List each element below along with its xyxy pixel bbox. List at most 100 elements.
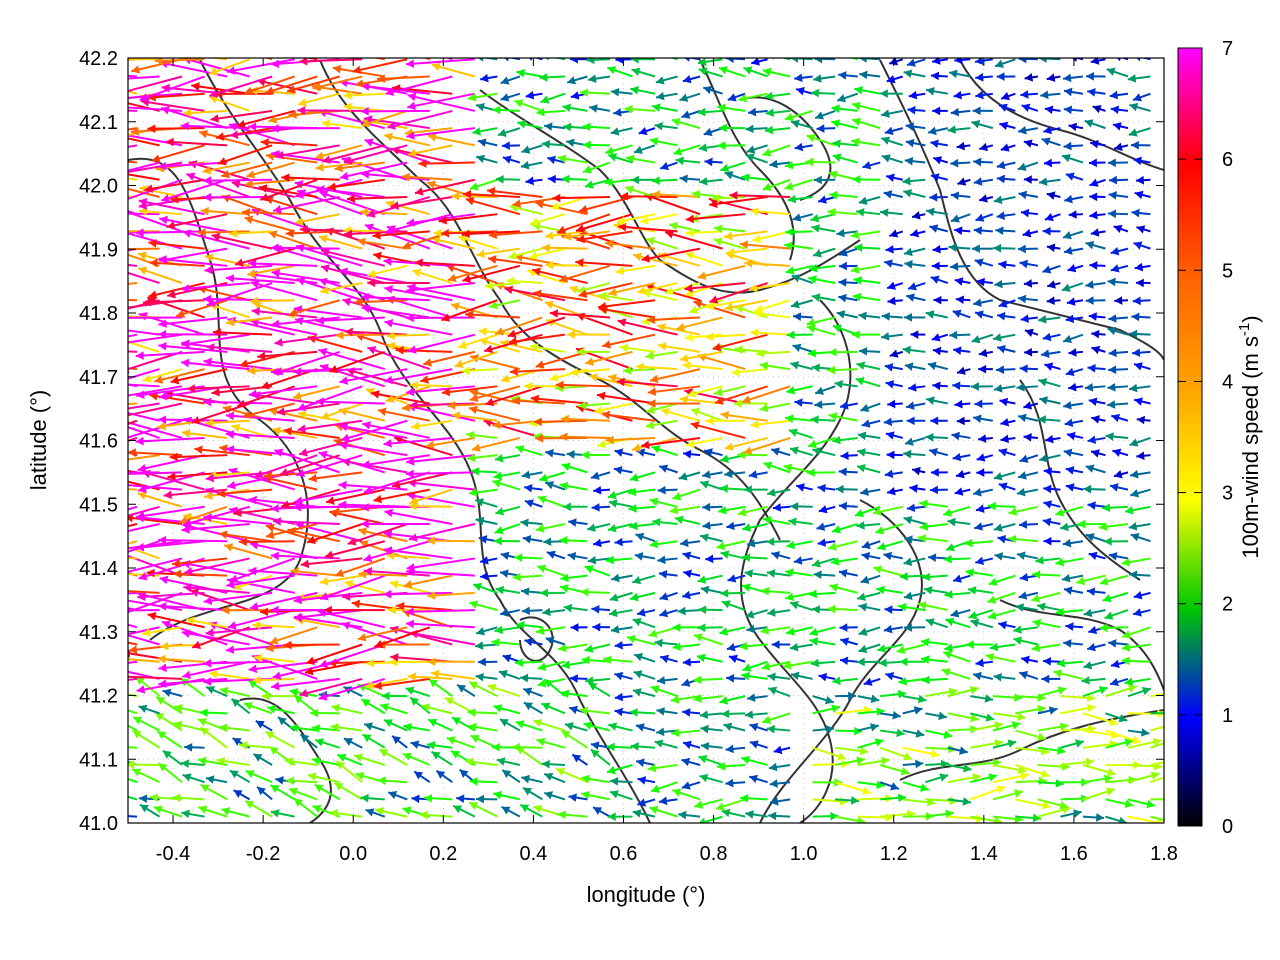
contour-line <box>479 89 861 294</box>
wind-vector-head <box>838 278 847 287</box>
wind-vector-head <box>694 800 704 809</box>
wind-vector-head <box>1134 397 1143 406</box>
wind-vector-head <box>609 593 619 602</box>
wind-vector-head <box>619 343 629 353</box>
wind-vector <box>559 264 611 282</box>
wind-vector-head <box>361 699 371 707</box>
wind-vector-head <box>373 681 383 690</box>
wind-vector-head <box>462 274 472 283</box>
wind-vector-head <box>1121 643 1131 652</box>
wind-vector-head <box>287 85 296 94</box>
wind-vector-head <box>683 740 692 750</box>
wind-vector-head <box>816 124 825 133</box>
wind-vector-head <box>218 723 228 733</box>
wind-vector-head <box>617 216 626 225</box>
wind-vector-head <box>1132 735 1141 745</box>
wind-vector-head <box>828 347 837 357</box>
wind-vector-head <box>974 399 983 409</box>
y-axis-ticks: 41.041.141.241.341.441.541.641.741.841.9… <box>79 48 1164 835</box>
wind-vector-head <box>1091 449 1100 458</box>
wind-vector <box>247 264 295 276</box>
wind-vector-head <box>1130 470 1139 479</box>
wind-vector-head <box>711 193 720 203</box>
wind-vector <box>409 631 476 646</box>
wind-vector-head <box>128 448 136 457</box>
wind-vector-head <box>681 110 691 119</box>
wind-vector <box>128 340 160 353</box>
wind-vector <box>197 286 250 302</box>
wind-vector <box>128 554 183 577</box>
wind-vector-head <box>476 627 485 636</box>
wind-vector-head <box>327 182 337 192</box>
wind-vector <box>135 436 205 443</box>
wind-vector-head <box>831 704 840 713</box>
wind-vector-head <box>1013 636 1023 645</box>
wind-vector-head <box>952 452 962 462</box>
wind-vector <box>714 385 768 404</box>
wind-vector-head <box>575 224 585 233</box>
wind-vector-head <box>724 302 734 312</box>
wind-vector-head <box>949 330 958 340</box>
wind-vector-head <box>1041 674 1050 684</box>
wind-vector <box>391 471 453 488</box>
wind-vector <box>507 58 521 61</box>
wind-vector-head <box>672 788 682 797</box>
wind-vector-head <box>310 708 319 718</box>
wind-vector-head <box>1065 172 1075 181</box>
wind-vector <box>461 230 520 236</box>
wind-vector-head <box>478 535 488 544</box>
wind-vector-head <box>217 157 227 166</box>
wind-vector-head <box>724 231 733 241</box>
wind-vector-head <box>270 243 279 253</box>
wind-vector-head <box>204 265 213 275</box>
wind-vector <box>128 161 183 173</box>
wind-vector-head <box>1122 630 1132 639</box>
wind-vector-head <box>290 567 299 576</box>
wind-vector-head <box>884 469 894 479</box>
wind-vector <box>225 432 295 439</box>
wind-vector <box>158 257 228 267</box>
wind-vector <box>414 178 476 195</box>
wind-vector-head <box>172 793 181 803</box>
wind-vector-head <box>143 297 152 307</box>
wind-vector-head <box>1141 686 1151 696</box>
wind-vector-head <box>549 309 559 318</box>
wind-vector <box>182 58 250 78</box>
wind-vector-head <box>618 222 627 232</box>
wind-vector-head <box>996 365 1005 374</box>
wind-vector-head <box>839 623 848 632</box>
wind-vector-head <box>561 462 571 471</box>
wind-vector <box>191 84 250 95</box>
wind-vector <box>319 574 386 600</box>
wind-vector-head <box>1043 500 1053 509</box>
wind-vector-head <box>1108 348 1117 358</box>
wind-vector-head <box>261 691 270 701</box>
wind-vector <box>159 247 228 262</box>
wind-vector-head <box>1044 362 1054 371</box>
wind-vector <box>182 505 250 526</box>
wind-vector <box>173 572 228 577</box>
wind-vector-head <box>607 66 617 75</box>
wind-vector-head <box>750 328 759 338</box>
wind-vector-head <box>222 405 232 414</box>
wind-vector <box>578 196 633 213</box>
wind-vector-head <box>926 207 935 217</box>
wind-vector-head <box>135 436 144 446</box>
wind-vector <box>358 572 408 577</box>
wind-vector-head <box>539 473 549 482</box>
wind-vector-head <box>469 405 478 415</box>
wind-vector-head <box>476 154 486 164</box>
wind-vector-head <box>293 798 303 807</box>
wind-vector-head <box>1045 434 1054 444</box>
wind-vector-head <box>321 119 331 129</box>
wind-vector-head <box>768 762 778 772</box>
wind-vector-head <box>500 608 509 617</box>
wind-vector-head <box>524 483 533 493</box>
wind-vector-head <box>588 682 598 691</box>
wind-vector-head <box>270 785 280 793</box>
x-tick-label: -0.4 <box>156 843 190 865</box>
wind-vector-head <box>237 399 247 408</box>
wind-vector-head <box>648 629 658 638</box>
wind-vector <box>251 309 318 319</box>
wind-vector-head <box>806 318 816 327</box>
